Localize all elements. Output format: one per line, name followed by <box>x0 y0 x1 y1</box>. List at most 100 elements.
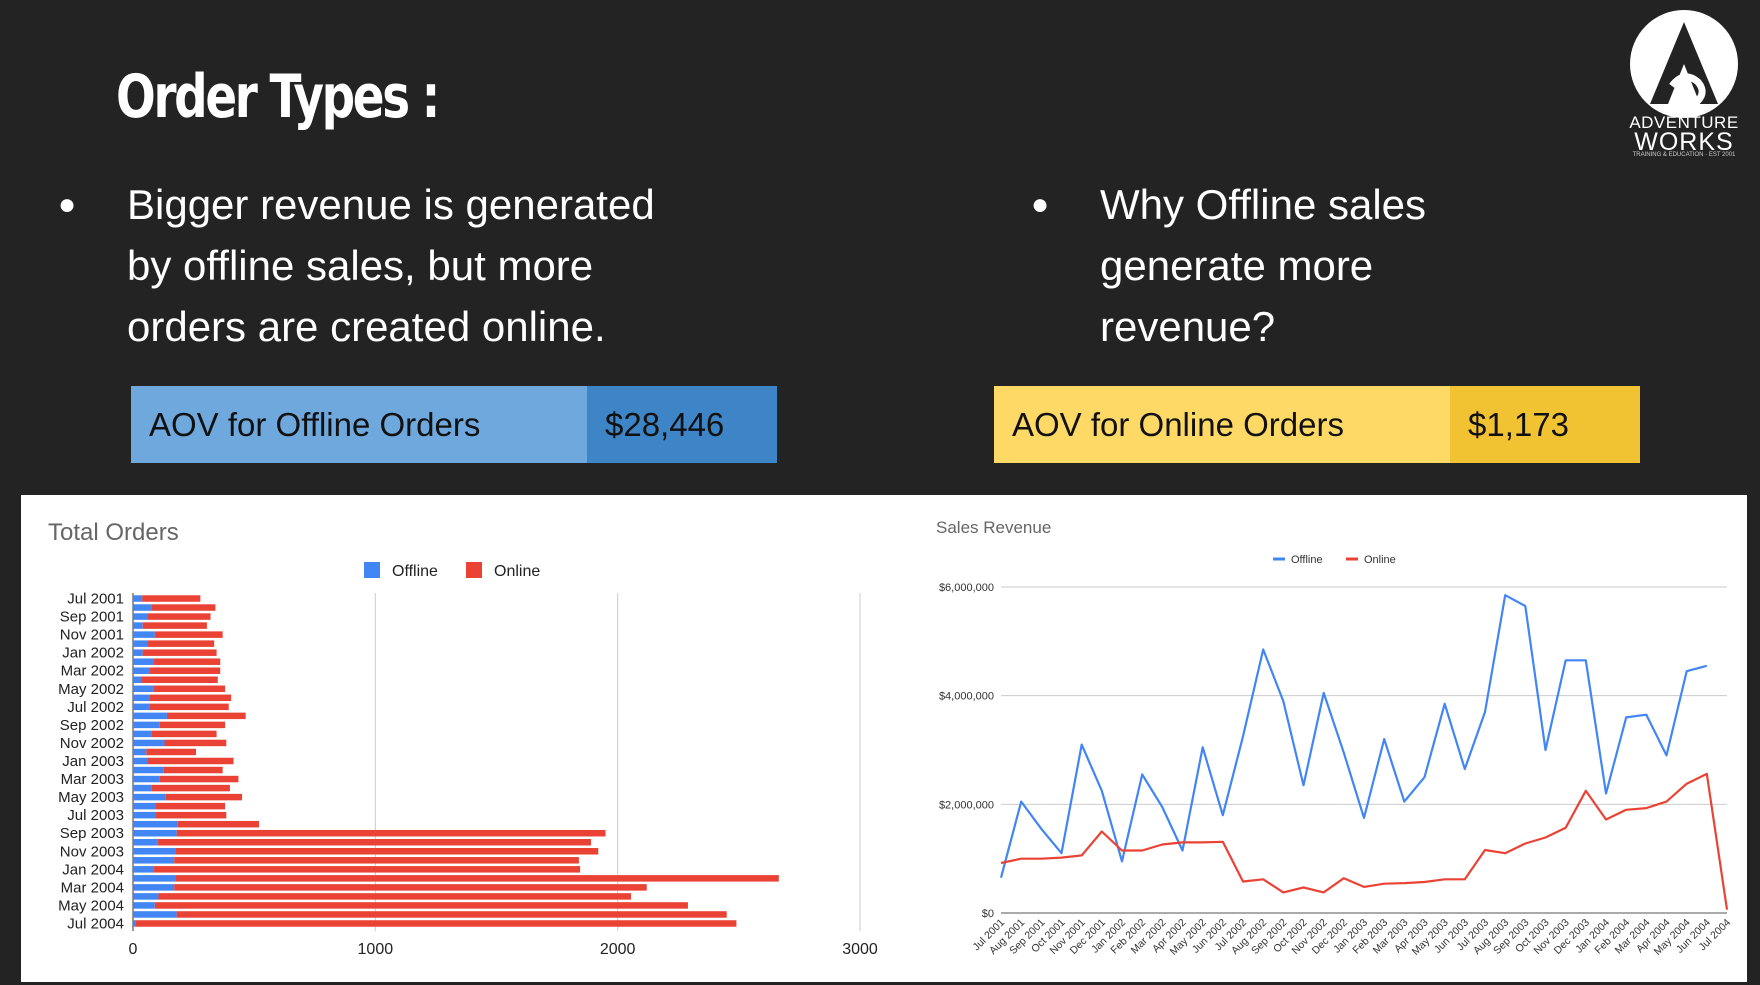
bullet-point-2: ● Why Offline sales generate more revenu… <box>1031 174 1631 364</box>
bar-offline <box>133 721 160 729</box>
bar-online <box>174 857 579 864</box>
bar-online <box>149 703 229 711</box>
bar-offline <box>133 613 148 620</box>
y-tick-label: Jul 2003 <box>67 807 124 824</box>
bar-offline <box>133 920 136 927</box>
x-tick-label: 0 <box>129 941 138 958</box>
logo-tagline: TRAINING & EDUCATION · EST 2001 <box>1632 152 1736 158</box>
bar-online <box>147 613 211 620</box>
bar-online <box>175 848 599 855</box>
bar-online <box>146 748 197 756</box>
bar-online <box>142 595 201 602</box>
bar-offline <box>133 884 175 891</box>
bar-offline <box>133 676 142 684</box>
bar-online <box>149 667 221 674</box>
y-tick-label: $0 <box>982 908 994 920</box>
bullet-line: Why Offline sales <box>1100 181 1427 228</box>
bar-offline <box>133 712 167 720</box>
bar-offline <box>133 622 143 629</box>
bar-offline <box>133 829 177 837</box>
bar-online <box>159 721 226 729</box>
bar-online <box>151 730 217 738</box>
charts-panel: Total Orders Offline Online 0 1000 2000 3000 Ju… <box>21 495 1747 982</box>
aov-online-value: $1,173 <box>1450 386 1640 463</box>
y-tick-label: Mar 2002 <box>61 663 124 680</box>
bar-offline <box>133 667 150 674</box>
bar-online <box>153 658 221 665</box>
bar-offline <box>133 649 143 656</box>
y-tick-label: Nov 2002 <box>60 735 124 752</box>
bar-online <box>154 902 688 909</box>
bar-online <box>154 631 223 638</box>
aov-online-card: AOV for Online Orders $1,173 <box>994 386 1640 463</box>
bar-online <box>175 875 779 882</box>
y-tick-label: $6,000,000 <box>939 582 994 594</box>
adventure-works-logo <box>1630 10 1738 118</box>
bullet-text: Why Offline sales generate more revenue? <box>1100 174 1426 357</box>
chart-title: Total Orders <box>48 519 179 546</box>
y-tick-label: Jan 2003 <box>62 753 124 770</box>
bar-offline <box>133 911 177 918</box>
y-tick-label: May 2002 <box>58 681 124 698</box>
bullet-line: generate more <box>1100 242 1374 289</box>
bar-online <box>177 820 260 828</box>
bar-offline <box>133 875 176 882</box>
bar-offline <box>133 784 152 792</box>
y-tick-label: May 2003 <box>58 789 124 806</box>
bar-offline <box>133 694 150 702</box>
bar-online <box>147 757 234 765</box>
series-line-offline <box>999 594 1708 878</box>
bar-online <box>174 884 647 891</box>
y-tick-label: Sep 2003 <box>60 825 124 842</box>
bar-online <box>176 829 606 837</box>
bar-offline <box>133 857 175 864</box>
y-tick-label: Jan 2004 <box>62 861 124 878</box>
bullet-line: orders are created online. <box>127 303 606 350</box>
bar-online <box>151 784 230 792</box>
bullet-dot: ● <box>1031 188 1050 221</box>
y-tick-label: Mar 2003 <box>61 771 124 788</box>
y-tick-label: $4,000,000 <box>939 691 994 703</box>
bullet-line: revenue? <box>1100 303 1276 350</box>
x-tick-label: 3000 <box>842 941 878 958</box>
bar-online <box>151 604 216 611</box>
bar-offline <box>133 893 159 900</box>
bullet-dot: ● <box>58 188 77 221</box>
bar-online <box>156 802 226 810</box>
bar-offline <box>133 595 143 602</box>
bar-online <box>164 739 227 747</box>
bar-online <box>142 649 217 656</box>
bar-online <box>135 920 737 927</box>
bar-online <box>163 766 223 774</box>
y-tick-label: May 2004 <box>58 897 124 914</box>
bar-online <box>176 911 727 918</box>
y-tick-label: Jul 2001 <box>67 591 124 608</box>
aov-offline-value: $28,446 <box>587 386 777 463</box>
chart-title: Sales Revenue <box>936 518 1051 537</box>
bar-offline <box>133 685 154 693</box>
x-tick-label: 1000 <box>358 941 394 958</box>
bar-online <box>166 712 246 720</box>
bar-offline <box>133 748 147 756</box>
y-tick-label: Sep 2001 <box>60 609 124 626</box>
page-title: Order Types : <box>116 62 440 132</box>
bar-offline <box>133 902 155 909</box>
bar-offline <box>133 604 152 611</box>
y-tick-label: Mar 2004 <box>61 879 124 896</box>
y-tick-label: $2,000,000 <box>939 799 994 811</box>
sales-revenue-chart: Sales Revenue Offline Online $0 $2,000,000 $4… <box>936 518 1733 958</box>
bar-offline <box>133 838 158 846</box>
total-orders-chart: Total Orders Offline Online 0 1000 2000 3000 Ju… <box>48 519 878 958</box>
bar-offline <box>133 820 178 828</box>
bar-offline <box>133 848 176 855</box>
x-tick-label: 2000 <box>600 941 636 958</box>
bar-offline <box>133 730 152 738</box>
y-tick-label: Nov 2001 <box>60 627 124 644</box>
bar-offline <box>133 793 166 801</box>
bar-online <box>159 775 239 783</box>
bar-offline <box>133 757 148 765</box>
bar-offline <box>133 766 164 774</box>
legend-label-offline: Offline <box>392 563 438 580</box>
bar-offline <box>133 775 160 783</box>
bar-online <box>141 676 218 684</box>
